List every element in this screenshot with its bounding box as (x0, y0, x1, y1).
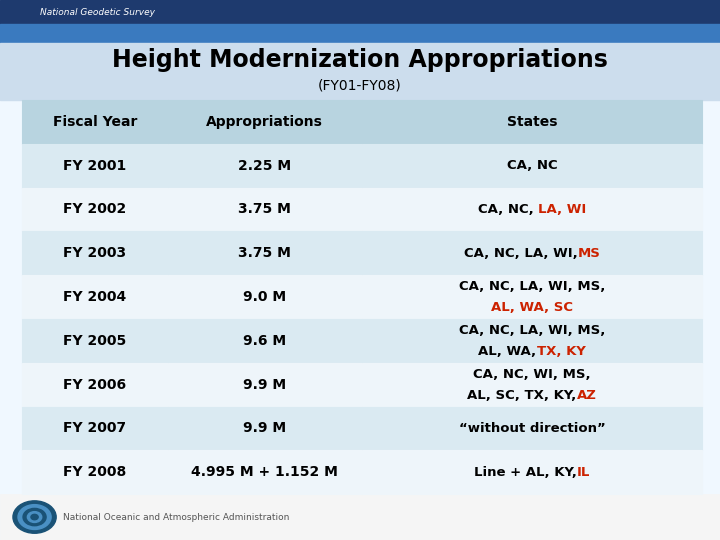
Text: IL: IL (577, 465, 590, 478)
Bar (361, 144, 702, 187)
Bar (168, 363, 361, 407)
Bar (361, 319, 702, 363)
Text: AZ: AZ (577, 389, 596, 402)
Text: 9.9 M: 9.9 M (243, 421, 287, 435)
Bar (22, 407, 168, 450)
Circle shape (27, 512, 42, 523)
Bar (361, 275, 702, 319)
Text: CA, NC, LA, WI, MS,: CA, NC, LA, WI, MS, (459, 280, 605, 293)
Bar (168, 231, 361, 275)
Bar (168, 450, 361, 494)
Text: 4.995 M + 1.152 M: 4.995 M + 1.152 M (192, 465, 338, 479)
Bar (168, 144, 361, 187)
Text: FY 2004: FY 2004 (63, 290, 127, 304)
Bar (361, 363, 702, 407)
Text: 9.6 M: 9.6 M (243, 334, 287, 348)
Text: States: States (507, 115, 557, 129)
Text: FY 2005: FY 2005 (63, 334, 127, 348)
Text: 9.0 M: 9.0 M (243, 290, 287, 304)
Bar (22, 187, 168, 231)
Bar (361, 100, 702, 144)
Text: LA, WI: LA, WI (538, 203, 586, 216)
Bar (168, 407, 361, 450)
Text: (FY01-FY08): (FY01-FY08) (318, 78, 402, 92)
Text: AL, WA, SC: AL, WA, SC (491, 301, 573, 314)
Text: CA, NC, LA, WI, MS,: CA, NC, LA, WI, MS, (459, 324, 605, 337)
Circle shape (23, 509, 46, 526)
Text: TX, KY: TX, KY (536, 345, 585, 358)
Bar (361, 231, 702, 275)
Text: FY 2002: FY 2002 (63, 202, 127, 217)
Text: CA, NC, LA, WI,: CA, NC, LA, WI, (464, 247, 577, 260)
Text: MS: MS (577, 247, 600, 260)
Text: “without direction”: “without direction” (459, 422, 606, 435)
Text: 9.9 M: 9.9 M (243, 377, 287, 392)
Text: 3.75 M: 3.75 M (238, 246, 292, 260)
Text: AL, WA,: AL, WA, (478, 345, 536, 358)
Bar (168, 100, 361, 144)
Bar (168, 319, 361, 363)
Text: Height Modernization Appropriations: Height Modernization Appropriations (112, 48, 608, 72)
Bar (22, 363, 168, 407)
Circle shape (13, 501, 56, 534)
Text: AL, SC, TX, KY,: AL, SC, TX, KY, (467, 389, 577, 402)
Text: Appropriations: Appropriations (207, 115, 323, 129)
Text: National Geodetic Survey: National Geodetic Survey (40, 8, 155, 17)
Bar (361, 450, 702, 494)
Circle shape (31, 514, 38, 519)
Bar (0, 43, 720, 100)
Bar (361, 187, 702, 231)
Text: Line + AL, KY,: Line + AL, KY, (474, 465, 577, 478)
Text: FY 2006: FY 2006 (63, 377, 126, 392)
Bar (0, 0, 720, 24)
Bar (22, 231, 168, 275)
Bar (0, 494, 720, 540)
Bar (22, 144, 168, 187)
Text: CA, NC, WI, MS,: CA, NC, WI, MS, (473, 368, 590, 381)
Bar (0, 24, 720, 43)
Text: FY 2008: FY 2008 (63, 465, 127, 479)
Bar (22, 100, 168, 144)
Circle shape (18, 504, 51, 529)
Bar (22, 450, 168, 494)
Text: 3.75 M: 3.75 M (238, 202, 292, 217)
Text: CA, NC,: CA, NC, (477, 203, 538, 216)
Text: National Oceanic and Atmospheric Administration: National Oceanic and Atmospheric Adminis… (63, 512, 289, 522)
Bar (361, 407, 702, 450)
Text: FY 2007: FY 2007 (63, 421, 126, 435)
Bar (168, 275, 361, 319)
Text: FY 2001: FY 2001 (63, 159, 127, 173)
Text: FY 2003: FY 2003 (63, 246, 126, 260)
Text: Fiscal Year: Fiscal Year (53, 115, 137, 129)
Text: 2.25 M: 2.25 M (238, 159, 292, 173)
Bar (22, 275, 168, 319)
Bar (168, 187, 361, 231)
Text: CA, NC: CA, NC (507, 159, 557, 172)
Bar (22, 319, 168, 363)
